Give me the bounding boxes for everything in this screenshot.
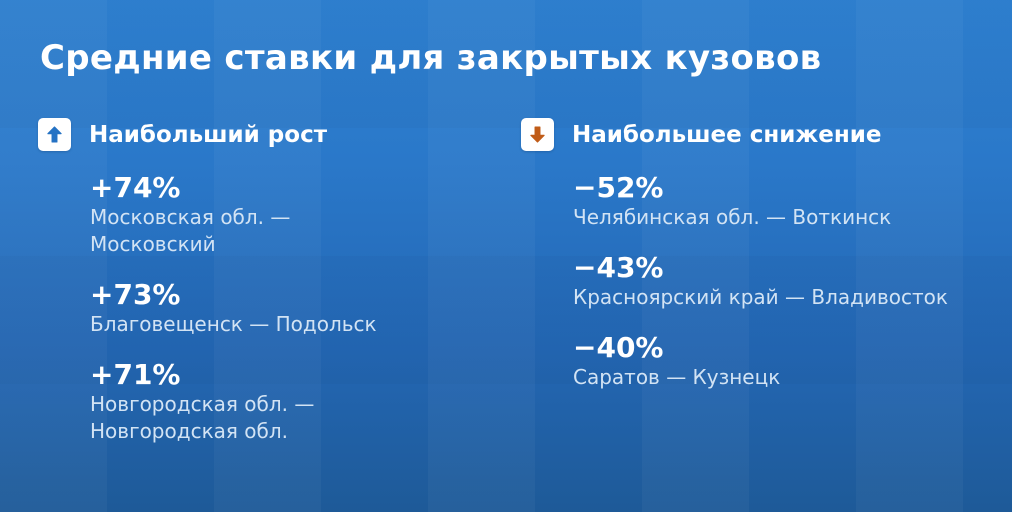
stat-value: −52% [573, 171, 664, 204]
arrow-down-icon [521, 118, 554, 151]
section-decline: Наибольшее снижение −52% Челябинская обл… [521, 118, 991, 412]
section-growth-header: Наибольший рост [38, 118, 508, 151]
stat-value: +71% [90, 358, 181, 391]
stat-route-line: Благовещенск — Подольск [90, 312, 377, 336]
section-growth: Наибольший рост +74% Московская обл. — М… [38, 118, 508, 466]
stat-route-line: Московская обл. — [90, 205, 291, 229]
stat-route-line: Московский [90, 232, 216, 256]
stat-route-line: Красноярский край — Владивосток [573, 285, 948, 309]
stat-value: +73% [90, 278, 181, 311]
page-title: Средние ставки для закрытых кузовов [40, 38, 822, 78]
stat-route-line: Челябинская обл. — Воткинск [573, 205, 892, 229]
stat-item: +73% Благовещенск — Подольск [90, 279, 508, 338]
stat-item: −43% Красноярский край — Владивосток [573, 252, 991, 311]
stat-route-line: Саратов — Кузнецк [573, 365, 781, 389]
stat-value: +74% [90, 171, 181, 204]
section-decline-items: −52% Челябинская обл. — Воткинск −43% Кр… [521, 172, 991, 391]
stat-item: −52% Челябинская обл. — Воткинск [573, 172, 991, 231]
stat-item: +74% Московская обл. — Московский [90, 172, 508, 258]
section-decline-header: Наибольшее снижение [521, 118, 991, 151]
section-decline-label: Наибольшее снижение [572, 121, 882, 148]
stat-route-line: Новгородская обл. — [90, 392, 315, 416]
stat-value: −43% [573, 251, 664, 284]
section-growth-label: Наибольший рост [89, 121, 328, 148]
arrow-up-icon [38, 118, 71, 151]
stat-item: −40% Саратов — Кузнецк [573, 332, 991, 391]
stat-route-line: Новгородская обл. [90, 419, 288, 443]
stat-item: +71% Новгородская обл. — Новгородская об… [90, 359, 508, 445]
stat-value: −40% [573, 331, 664, 364]
section-growth-items: +74% Московская обл. — Московский +73% Б… [38, 172, 508, 445]
